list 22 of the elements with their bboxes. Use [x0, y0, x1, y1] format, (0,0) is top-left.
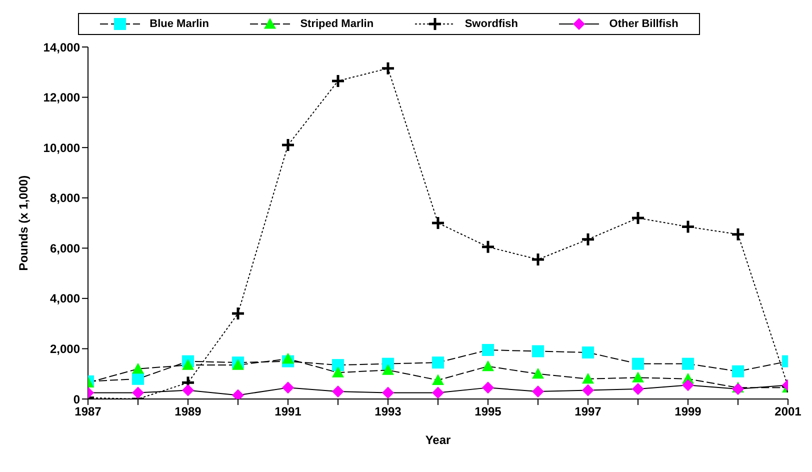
y-axis-title: Pounds (x 1,000) [16, 175, 30, 271]
y-tick-label: 12,000 [43, 90, 80, 105]
legend-label: Other Billfish [608, 17, 678, 31]
legend-label: Striped Marlin [299, 17, 374, 31]
legend-label: Swordfish [464, 17, 518, 31]
x-tick-label: 1999 [674, 404, 702, 419]
y-tick-label: 2,000 [50, 342, 80, 356]
y-tick-label: 10,000 [43, 140, 80, 155]
y-tick-label: 8,000 [50, 191, 80, 206]
legend-label: Blue Marlin [148, 17, 209, 31]
x-tick-label: 1997 [574, 404, 602, 419]
x-tick-label: 2001 [774, 404, 802, 419]
y-tick-label: 6,000 [50, 241, 80, 256]
y-tick-label: 4,000 [50, 292, 80, 306]
x-tick-label: 1993 [374, 404, 402, 419]
x-tick-label: 1989 [174, 404, 202, 419]
x-tick-label: 1987 [74, 404, 102, 419]
x-axis-title: Year [425, 433, 452, 447]
x-tick-label: 1995 [474, 404, 502, 419]
x-tick-label: 1991 [274, 404, 302, 419]
y-tick-label: 14,000 [43, 40, 80, 54]
y-tick-label: 0 [73, 392, 80, 406]
